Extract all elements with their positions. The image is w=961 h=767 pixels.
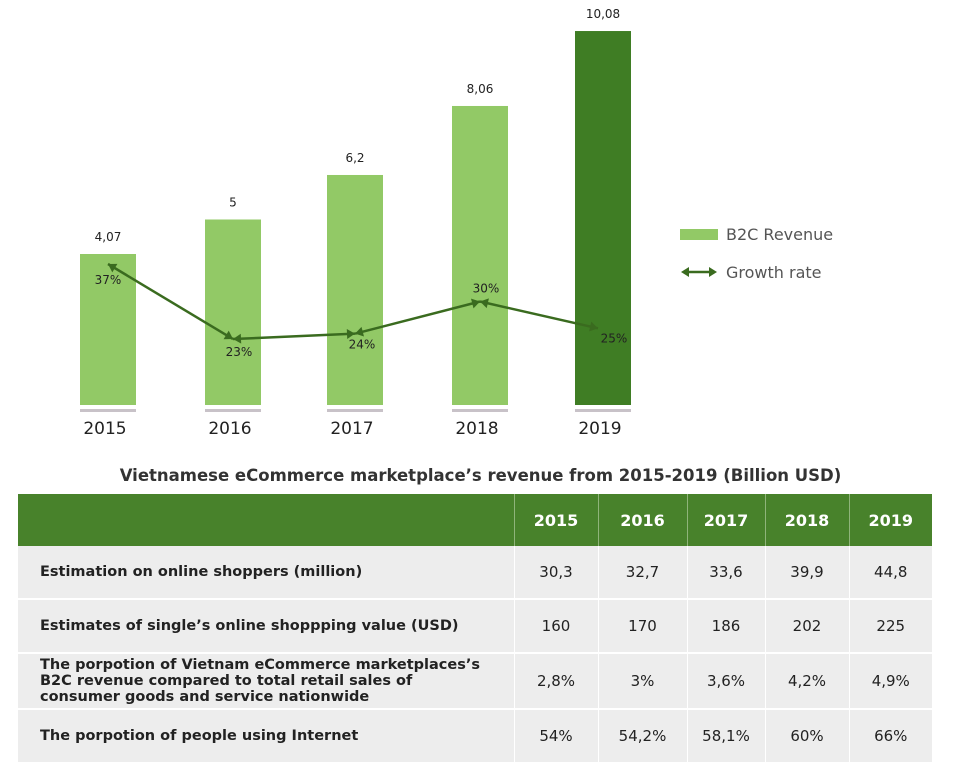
table-cell: 4,9% bbox=[848, 653, 932, 710]
bar-line-chart: 4,07 2015 5 2016 6,2 2017 8,06 2018 10,08 2019 37%… bbox=[80, 7, 631, 439]
row-label: Estimation on online shoppers (million) bbox=[18, 546, 514, 600]
bar bbox=[205, 219, 261, 405]
growth-point-marker bbox=[355, 326, 364, 337]
legend-item-growth: Growth rate bbox=[680, 262, 833, 282]
bar bbox=[452, 105, 508, 405]
table-cell: 2,8% bbox=[513, 653, 598, 710]
table-cell: 32,7 bbox=[597, 546, 687, 600]
table-cell: 58,1% bbox=[686, 709, 765, 764]
growth-point-marker bbox=[108, 263, 118, 273]
x-tick-label: 2019 bbox=[578, 419, 621, 439]
table-cell: 66% bbox=[848, 709, 932, 764]
growth-value-label: 25% bbox=[601, 331, 628, 345]
table-cell: 160 bbox=[513, 599, 598, 654]
growth-point-marker bbox=[589, 321, 598, 332]
bar bbox=[327, 174, 383, 405]
table-header-year: 2015 bbox=[513, 494, 598, 546]
x-tick-label: 2018 bbox=[455, 419, 498, 439]
stats-table: 2015 2016 2017 2018 2019 Estimation on o… bbox=[18, 494, 932, 764]
growth-point-marker bbox=[223, 330, 233, 340]
legend-item-revenue: B2C Revenue bbox=[680, 224, 833, 244]
growth-value-label: 24% bbox=[349, 338, 376, 352]
row-label: The porpotion of Vietnam eCommerce marke… bbox=[18, 653, 514, 710]
table-cell: 3% bbox=[597, 653, 687, 710]
table-header-row: 2015 2016 2017 2018 2019 bbox=[18, 494, 932, 546]
bar-value-label: 10,08 bbox=[586, 7, 620, 21]
legend-swatch-revenue bbox=[680, 228, 718, 240]
growth-point-marker bbox=[471, 298, 480, 309]
chart-legend: B2C Revenue Growth rate bbox=[680, 224, 833, 300]
table-cell: 4,2% bbox=[764, 653, 849, 710]
table-cell: 54,2% bbox=[597, 709, 687, 764]
table-cell: 225 bbox=[848, 599, 932, 654]
row-label: Estimates of single’s online shoppping v… bbox=[18, 599, 514, 654]
growth-value-label: 30% bbox=[473, 282, 500, 296]
table-cell: 170 bbox=[597, 599, 687, 654]
legend-label-growth: Growth rate bbox=[726, 262, 822, 282]
table-row: Estimates of single’s online shoppping v… bbox=[18, 599, 932, 654]
table-header-year: 2019 bbox=[848, 494, 932, 546]
table-cell: 44,8 bbox=[848, 546, 932, 600]
baseline-plinth bbox=[452, 409, 508, 412]
x-tick-label: 2016 bbox=[208, 419, 251, 439]
table-row: The porpotion of Vietnam eCommerce marke… bbox=[18, 653, 932, 710]
table-cell: 54% bbox=[513, 709, 598, 764]
table-cell: 60% bbox=[764, 709, 849, 764]
table-cell: 39,9 bbox=[764, 546, 849, 600]
growth-line-segment bbox=[479, 300, 599, 330]
growth-value-label: 37% bbox=[95, 273, 122, 287]
table-header-year: 2017 bbox=[686, 494, 765, 546]
row-label: The porpotion of people using Internet bbox=[18, 709, 514, 764]
bar bbox=[80, 254, 136, 405]
x-tick-label: 2015 bbox=[83, 419, 126, 439]
growth-line-segment bbox=[107, 262, 234, 341]
table-row: Estimation on online shoppers (million) … bbox=[18, 546, 932, 600]
growth-line-segment bbox=[232, 332, 356, 341]
bar-value-label: 6,2 bbox=[345, 151, 364, 165]
growth-point-marker bbox=[480, 298, 489, 309]
table-header-year: 2016 bbox=[597, 494, 687, 546]
bar-value-label: 8,06 bbox=[467, 82, 494, 96]
table-row: The porpotion of people using Internet 5… bbox=[18, 709, 932, 764]
baseline-plinth bbox=[205, 409, 261, 412]
double-arrow-icon bbox=[681, 267, 717, 277]
growth-value-label: 23% bbox=[226, 345, 253, 359]
growth-point-marker bbox=[233, 333, 242, 344]
bar-value-label: 4,07 bbox=[95, 230, 122, 244]
baseline-plinth bbox=[575, 409, 631, 412]
table-cell: 186 bbox=[686, 599, 765, 654]
bar-value-label: 5 bbox=[229, 196, 237, 210]
legend-label-revenue: B2C Revenue bbox=[726, 224, 834, 244]
table-cell: 3,6% bbox=[686, 653, 765, 710]
chart-title: Vietnamese eCommerce marketplace’s reven… bbox=[119, 466, 842, 485]
growth-point-marker bbox=[346, 329, 355, 340]
table-cell: 30,3 bbox=[513, 546, 598, 600]
x-tick-label: 2017 bbox=[330, 419, 373, 439]
growth-line-segment bbox=[354, 300, 481, 335]
bar bbox=[575, 31, 631, 405]
table-cell: 202 bbox=[764, 599, 849, 654]
table-cell: 33,6 bbox=[686, 546, 765, 600]
baseline-plinth bbox=[327, 409, 383, 412]
table-header-blank bbox=[18, 494, 514, 546]
table-header-year: 2018 bbox=[764, 494, 849, 546]
baseline-plinth bbox=[80, 409, 136, 412]
